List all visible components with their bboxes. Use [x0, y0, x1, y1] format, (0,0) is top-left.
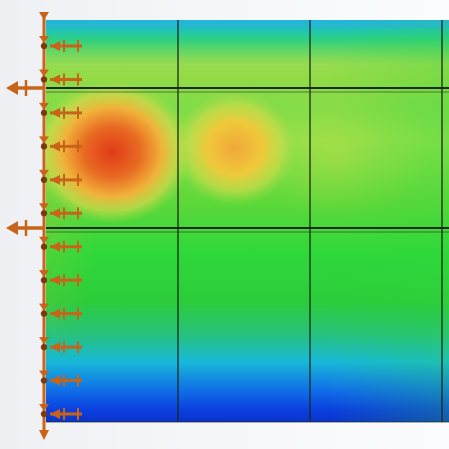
contour-top-edge	[46, 20, 449, 28]
boundary-conditions[interactable]	[6, 12, 82, 440]
restraint-arrow-vertical	[39, 136, 49, 144]
restraint-arrow-head	[50, 342, 60, 353]
restraint-node	[40, 109, 48, 117]
load-arrow-head	[6, 81, 18, 95]
restraint-node	[40, 343, 48, 351]
restraint-arrow-vertical	[39, 370, 49, 378]
restraint-bottom-arrow	[39, 430, 49, 440]
restraint-arrow-head	[50, 375, 60, 386]
restraint-node	[40, 377, 48, 384]
restraint-arrow-vertical	[39, 404, 49, 411]
restraint-arrow-vertical	[39, 169, 49, 177]
restraint-arrow-head	[50, 174, 60, 185]
restraint-node	[40, 276, 48, 284]
restraint-arrow-head	[50, 107, 60, 118]
restraint-arrow-vertical	[39, 102, 49, 110]
restraint-arrow-vertical	[39, 203, 49, 211]
restraint-node	[40, 210, 48, 217]
restraint-arrow-vertical	[39, 270, 49, 278]
restraint-arrow-vertical	[39, 36, 49, 43]
restraint-arrow-vertical	[39, 69, 49, 77]
load-arrow-head	[6, 221, 18, 235]
restraint-arrow-vertical	[39, 303, 49, 311]
restraint-arrow-vertical	[39, 337, 49, 345]
restraint-arrow-head	[50, 41, 60, 51]
restraint-arrow-head	[50, 74, 60, 85]
contour-field	[46, 20, 449, 422]
contour-right-fade	[46, 20, 449, 422]
restraint-node	[40, 42, 48, 50]
restraint-top-arrow	[39, 12, 49, 20]
restraint-arrow-head	[50, 308, 60, 319]
restraint-node	[40, 176, 48, 184]
restraint-node	[40, 410, 48, 418]
restraint-node	[40, 143, 48, 150]
panel-grid	[46, 20, 449, 423]
restraint-arrow-vertical	[39, 236, 49, 244]
restraint-arrow-head	[50, 409, 60, 419]
restraint-arrow-head	[50, 141, 60, 152]
restraint-arrow-head	[50, 208, 60, 219]
restraint-arrow-head	[50, 275, 60, 286]
restraint-node	[40, 310, 48, 317]
restraint-node	[40, 76, 48, 83]
restraint-arrow-head	[50, 241, 60, 252]
restraint-node	[40, 243, 48, 250]
